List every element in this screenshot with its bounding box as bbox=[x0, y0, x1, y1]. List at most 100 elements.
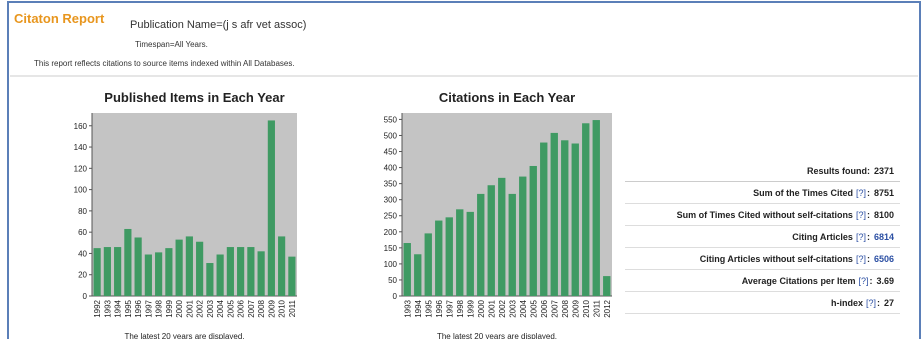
x-tick-label: 1996 bbox=[435, 299, 444, 317]
y-tick-label: 40 bbox=[78, 249, 87, 258]
help-link[interactable]: [?] bbox=[855, 187, 866, 198]
stat-label: Results found: bbox=[806, 165, 870, 176]
bar bbox=[114, 247, 122, 296]
stat-value: 3.69 bbox=[876, 275, 894, 286]
help-link[interactable]: [?] bbox=[865, 297, 876, 308]
y-tick-label: 80 bbox=[78, 207, 87, 216]
bar bbox=[206, 263, 214, 296]
bar bbox=[134, 237, 142, 296]
bar bbox=[288, 256, 296, 296]
x-tick-label: 2003 bbox=[508, 299, 517, 317]
bar bbox=[445, 217, 453, 296]
stats-row: Citing Articles without self-citations [?… bbox=[625, 248, 900, 270]
y-tick-label: 0 bbox=[83, 292, 88, 301]
x-tick-label: 2011 bbox=[592, 299, 601, 317]
bar bbox=[155, 252, 163, 296]
stat-label: Citing Articles bbox=[792, 231, 853, 242]
bar bbox=[435, 220, 443, 296]
x-tick-label: 2002 bbox=[196, 299, 205, 317]
y-tick-label: 500 bbox=[384, 131, 398, 140]
stat-label: Sum of the Times Cited bbox=[753, 187, 853, 198]
x-tick-label: 2007 bbox=[550, 299, 559, 317]
stats-row: Sum of Times Cited without self-citation… bbox=[625, 204, 900, 226]
separator: : bbox=[869, 275, 873, 286]
x-tick-label: 2003 bbox=[206, 299, 215, 317]
x-tick-label: 1994 bbox=[114, 299, 123, 317]
report-note: This report reflects citations to source… bbox=[34, 59, 295, 68]
bar bbox=[165, 248, 173, 296]
stat-label: h-index bbox=[830, 297, 863, 308]
bar bbox=[561, 140, 569, 296]
y-tick-label: 400 bbox=[384, 164, 398, 173]
bar bbox=[592, 120, 600, 296]
stat-value: 8751 bbox=[873, 187, 894, 198]
separator: : bbox=[866, 231, 870, 242]
x-tick-label: 1994 bbox=[414, 299, 423, 317]
bar bbox=[196, 241, 204, 296]
y-tick-label: 160 bbox=[74, 122, 88, 131]
x-tick-label: 2007 bbox=[247, 299, 256, 317]
y-tick-label: 300 bbox=[384, 196, 398, 205]
timespan: Timespan=All Years. bbox=[135, 40, 208, 49]
x-tick-label: 2010 bbox=[278, 299, 287, 317]
bar bbox=[456, 209, 464, 296]
bar bbox=[498, 177, 506, 296]
x-tick-label: 2011 bbox=[288, 299, 297, 317]
y-tick-label: 200 bbox=[384, 228, 398, 237]
bar bbox=[216, 254, 224, 296]
y-tick-label: 150 bbox=[384, 244, 398, 253]
stats-row: Results found: 2371 bbox=[625, 160, 900, 182]
y-tick-label: 550 bbox=[384, 115, 398, 124]
footnote: The latest 20 years are displayed. bbox=[437, 332, 557, 339]
y-tick-label: 20 bbox=[78, 271, 87, 280]
bar bbox=[185, 236, 193, 296]
help-link[interactable]: [?] bbox=[855, 253, 866, 264]
help-link[interactable]: [?] bbox=[855, 231, 866, 242]
separator: : bbox=[866, 209, 870, 220]
x-tick-label: 2001 bbox=[487, 299, 496, 317]
plot-area bbox=[402, 113, 612, 296]
stat-value[interactable]: 6814 bbox=[873, 231, 894, 242]
y-tick-label: 60 bbox=[78, 228, 87, 237]
stat-value: 27 bbox=[883, 297, 894, 308]
stat-value[interactable]: 6506 bbox=[873, 253, 894, 264]
query: Publication Name=(j s afr vet assoc) bbox=[130, 19, 306, 31]
x-tick-label: 2000 bbox=[175, 299, 184, 317]
bar bbox=[267, 120, 275, 296]
x-tick-label: 1998 bbox=[456, 299, 465, 317]
help-link[interactable]: [?] bbox=[855, 209, 866, 220]
bar bbox=[582, 123, 590, 296]
bar bbox=[603, 276, 611, 296]
x-tick-label: 2004 bbox=[216, 299, 225, 317]
bar bbox=[103, 247, 111, 296]
x-tick-label: 2008 bbox=[257, 299, 266, 317]
help-link[interactable]: [?] bbox=[858, 275, 869, 286]
y-tick-label: 350 bbox=[384, 180, 398, 189]
bar bbox=[466, 211, 474, 296]
stat-value: 8100 bbox=[873, 209, 894, 220]
x-tick-label: 1996 bbox=[134, 299, 143, 317]
bar bbox=[124, 228, 132, 296]
x-tick-label: 2000 bbox=[477, 299, 486, 317]
separator: : bbox=[866, 187, 870, 198]
x-tick-label: 1997 bbox=[144, 299, 153, 317]
separator: : bbox=[866, 253, 870, 264]
x-tick-label: 1993 bbox=[403, 299, 412, 317]
x-tick-label: 1997 bbox=[445, 299, 454, 317]
x-tick-label: 2004 bbox=[519, 299, 528, 317]
x-tick-label: 2002 bbox=[498, 299, 507, 317]
x-tick-label: 2001 bbox=[185, 299, 194, 317]
stat-label: Sum of Times Cited without self-citation… bbox=[676, 209, 853, 220]
stats-row: Average Citations per Item [?]:3.69 bbox=[625, 270, 900, 292]
x-tick-label: 1995 bbox=[424, 299, 433, 317]
y-tick-label: 0 bbox=[393, 292, 398, 301]
separator: : bbox=[876, 297, 880, 308]
bar bbox=[93, 248, 101, 296]
x-tick-label: 1995 bbox=[124, 299, 133, 317]
stat-value: 2371 bbox=[873, 165, 894, 176]
bar bbox=[519, 176, 527, 296]
y-tick-label: 140 bbox=[74, 143, 88, 152]
bar bbox=[403, 243, 411, 296]
